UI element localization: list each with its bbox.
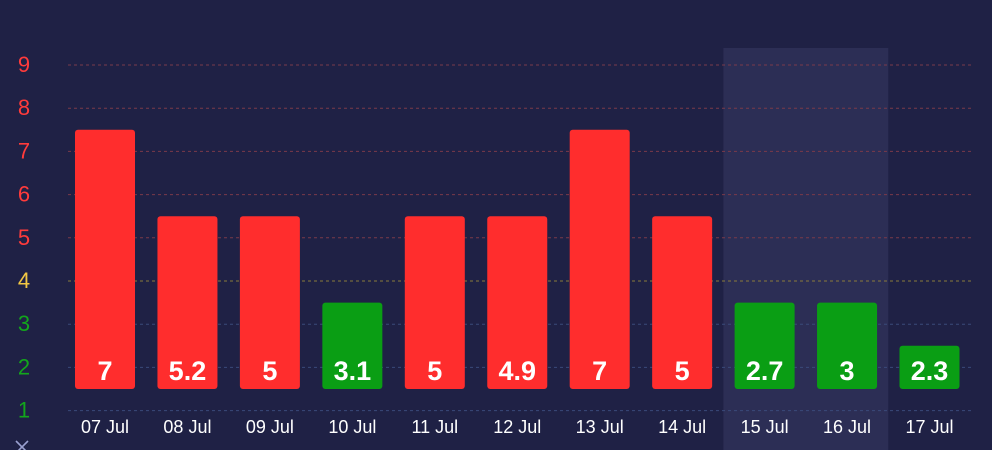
y-tick-label-6: 6	[18, 182, 30, 207]
value-label: 4.9	[498, 356, 536, 386]
value-label: 3	[840, 356, 855, 386]
value-label: 7	[97, 356, 112, 386]
y-axis-ticks: 9 8 7 6 5 4 3 2 1	[18, 52, 30, 423]
y-tick-label-5: 5	[18, 225, 30, 250]
bar-12-jul	[487, 216, 548, 389]
value-labels: 7 5.2 5 3.1 5 4.9 7 5 2.7 3 2.3	[97, 356, 948, 386]
x-tick-label: 14 Jul	[658, 417, 706, 437]
bar-15-jul	[734, 302, 795, 389]
bar-07-jul	[75, 129, 135, 390]
x-tick-label: 09 Jul	[246, 417, 294, 437]
y-tick-label-3: 3	[18, 311, 30, 336]
value-label: 7	[592, 356, 607, 386]
x-tick-label: 17 Jul	[905, 417, 953, 437]
y-tick-label-7: 7	[18, 138, 30, 163]
bar-17-jul	[899, 345, 960, 389]
x-tick-label: 13 Jul	[576, 417, 624, 437]
x-tick-label: 12 Jul	[493, 417, 541, 437]
y-tick-label-8: 8	[18, 95, 30, 120]
value-label: 5	[675, 356, 690, 386]
bars	[75, 129, 960, 390]
value-label: 2.3	[911, 356, 949, 386]
x-tick-label: 08 Jul	[163, 417, 211, 437]
x-tick-label: 10 Jul	[328, 417, 376, 437]
bar-16-jul	[817, 302, 878, 389]
value-label: 5.2	[169, 356, 207, 386]
y-tick-label-9: 9	[18, 52, 30, 77]
x-tick-label: 11 Jul	[411, 417, 458, 437]
value-label: 5	[427, 356, 442, 386]
x-tick-label: 07 Jul	[81, 417, 129, 437]
x-tick-label: 16 Jul	[823, 417, 871, 437]
y-tick-label-2: 2	[18, 354, 30, 379]
x-tick-label: 15 Jul	[741, 417, 789, 437]
bar-14-jul	[652, 216, 713, 389]
bar-10-jul	[322, 302, 383, 389]
value-label: 3.1	[334, 356, 372, 386]
x-axis-labels: 07 Jul 08 Jul 09 Jul 10 Jul 11 Jul 12 Jul 13 J…	[81, 417, 954, 437]
close-icon[interactable]	[15, 440, 29, 450]
y-tick-label-1: 1	[18, 398, 30, 423]
value-label: 2.7	[746, 356, 784, 386]
value-label: 5	[262, 356, 277, 386]
y-tick-label-4: 4	[18, 268, 30, 293]
bar-11-jul	[404, 216, 465, 389]
bar-08-jul	[157, 216, 218, 389]
bar-09-jul	[239, 216, 300, 389]
bar-13-jul	[569, 129, 630, 390]
